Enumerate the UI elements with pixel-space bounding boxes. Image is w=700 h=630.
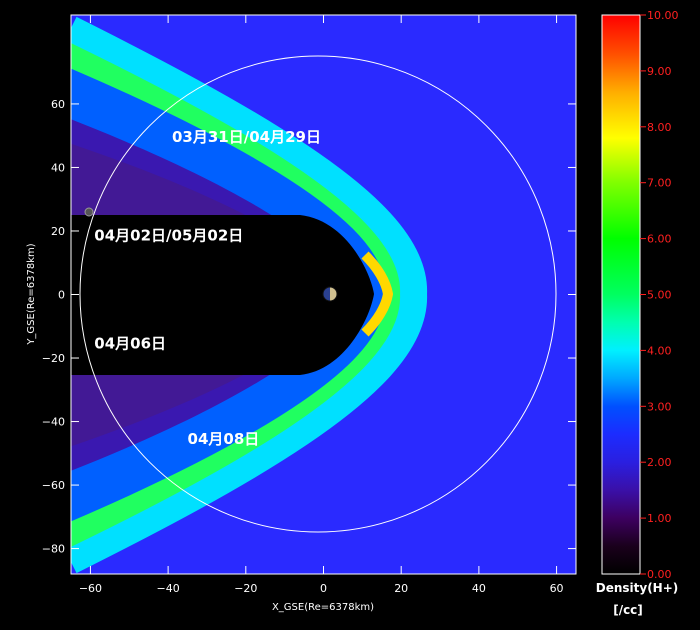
date-annotation: 04月02日/05月02日	[94, 227, 243, 245]
magnetosphere-cavity	[71, 215, 374, 375]
spacecraft-marker	[84, 207, 94, 217]
x-tick-label: 60	[550, 582, 564, 595]
date-annotation: 04月06日	[94, 334, 166, 352]
x-tick-label: 20	[394, 582, 408, 595]
y-tick-label: −40	[42, 416, 65, 429]
y-tick-label: −80	[42, 543, 65, 556]
colorbar-tick-label: 10.00	[647, 9, 679, 22]
colorbar-tick-label: 2.00	[647, 456, 672, 469]
colorbar-tick-label: 7.00	[647, 177, 672, 190]
colorbar-tick-label: 1.00	[647, 512, 672, 525]
y-tick-label: 60	[51, 98, 65, 111]
colorbar-tick-label: 6.00	[647, 233, 672, 246]
x-tick-label: 0	[320, 582, 327, 595]
x-tick-label: 40	[472, 582, 486, 595]
y-tick-label: 20	[51, 225, 65, 238]
colorbar-ticks: 0.00 1.00 2.00 3.00 4.00 5.00 6.00 7.00 8.00 9.00…	[640, 9, 679, 581]
x-tick-label: −60	[79, 582, 102, 595]
earth-marker	[322, 286, 338, 302]
colorbar-tick-label: 5.00	[647, 289, 672, 302]
y-axis-ticks: −80 −60 −40 −20 0 20 40 60	[42, 98, 576, 556]
orbit-circle	[79, 55, 557, 533]
x-tick-label: −40	[157, 582, 180, 595]
colorbar-tick-label: 3.00	[647, 400, 672, 413]
colorbar-tick-label: 4.00	[647, 344, 672, 357]
y-axis-title: Y_GSE(Re=6378km)	[26, 243, 37, 345]
y-tick-label: −60	[42, 479, 65, 492]
x-tick-label: −20	[234, 582, 257, 595]
x-axis-title: X_GSE(Re=6378km)	[272, 602, 374, 613]
colorbar-label-line2: [/cc]	[613, 603, 643, 617]
sheath-nose-yellow	[361, 251, 394, 337]
magnetosheath-region	[71, 16, 427, 574]
colorbar-tick-label: 9.00	[647, 65, 672, 78]
date-annotation: 04月08日	[188, 430, 260, 448]
date-annotation: 03月31日/04月29日	[172, 128, 321, 146]
colorbar-tick-label: 8.00	[647, 121, 672, 134]
y-tick-label: −20	[42, 352, 65, 365]
date-annotations: 03月31日/04月29日 04月02日/05月02日 04月06日 04月08日	[94, 128, 321, 448]
colorbar-label-line1: Density(H+)	[596, 581, 679, 595]
colorbar-tick-label: 0.00	[647, 568, 672, 581]
x-axis-ticks: −60 −40 −20 0 20 40 60	[79, 15, 564, 595]
y-tick-label: 0	[58, 289, 65, 302]
colorbar	[601, 14, 641, 575]
y-tick-label: 40	[51, 161, 65, 174]
